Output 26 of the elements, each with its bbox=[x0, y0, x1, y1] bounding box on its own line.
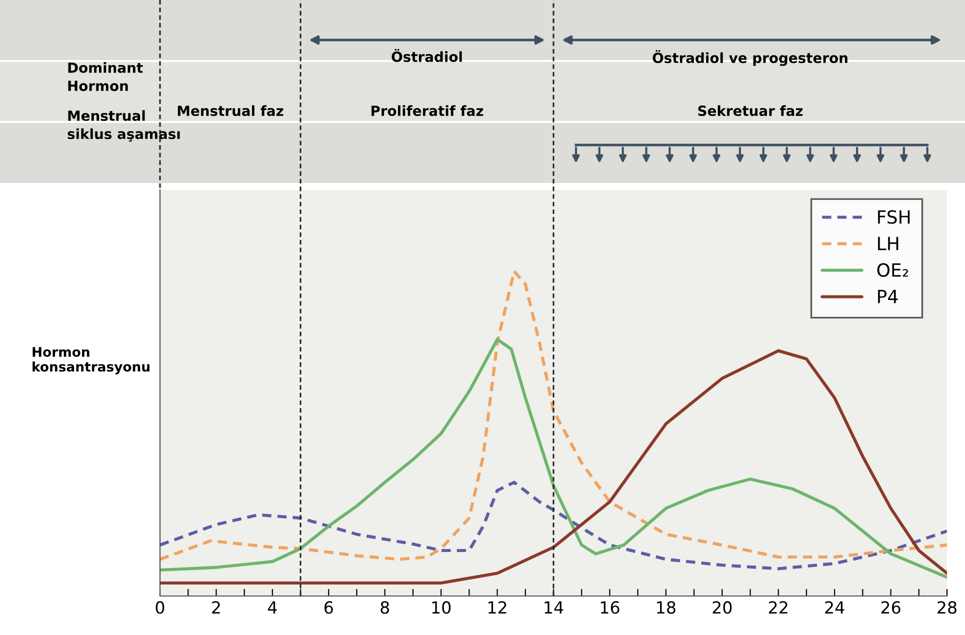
x-tick-label: 26 bbox=[881, 601, 900, 614]
legend-label: P4 bbox=[878, 290, 898, 304]
text: Proliferatif faz bbox=[372, 105, 484, 116]
x-tick-label: 6 bbox=[324, 601, 333, 614]
text: Östradiol bbox=[392, 48, 462, 62]
text: Dominant Hormon bbox=[68, 62, 143, 92]
x-tick-label: 8 bbox=[380, 601, 390, 614]
text: Östradiol ve progesteron bbox=[652, 50, 848, 66]
legend-label: OE₂ bbox=[877, 263, 908, 277]
x-tick-label: 20 bbox=[712, 601, 732, 614]
legend-label: FSH bbox=[878, 210, 910, 224]
x-tick-label: 28 bbox=[938, 601, 956, 614]
x-tick-label: 24 bbox=[825, 601, 844, 614]
x-tick-label: 10 bbox=[432, 601, 451, 614]
y-axis-title: Hormon konsantrasyonu bbox=[32, 347, 150, 374]
x-tick-label: 22 bbox=[768, 601, 788, 614]
x-tick-label: 0 bbox=[156, 601, 164, 614]
x-tick-label: 14 bbox=[544, 601, 564, 614]
x-tick-label: 4 bbox=[268, 601, 277, 614]
x-tick-label: 16 bbox=[600, 601, 620, 614]
text: Sekretuar faz bbox=[698, 105, 803, 116]
x-tick-label: 18 bbox=[657, 601, 676, 614]
x-tick-label: 2 bbox=[212, 601, 220, 614]
legend-label: LH bbox=[878, 236, 898, 250]
text: Menstrual faz bbox=[178, 105, 284, 116]
x-tick-label: 12 bbox=[488, 601, 506, 614]
